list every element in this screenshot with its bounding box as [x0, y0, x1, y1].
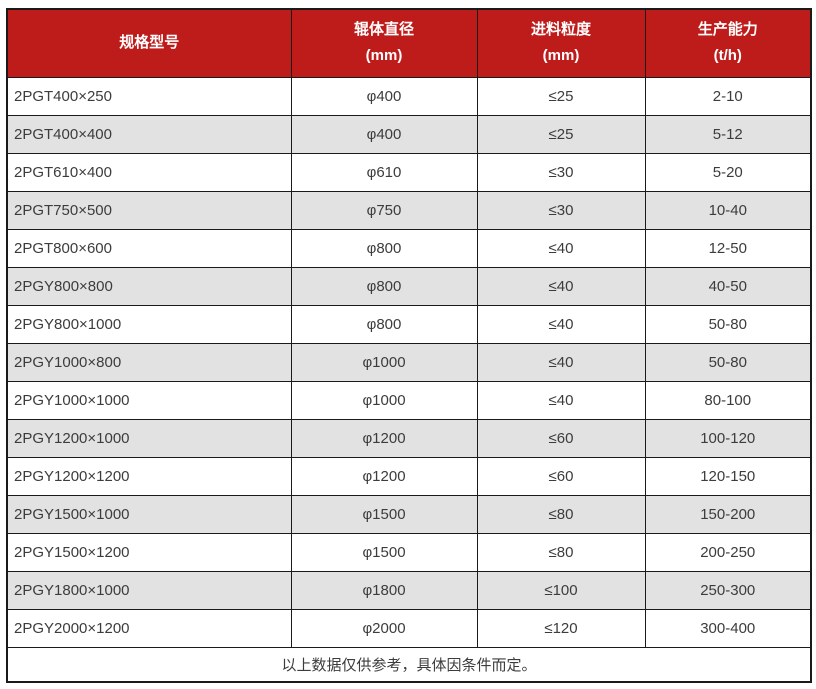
capacity-cell: 250-300	[644, 570, 812, 610]
table-footnote: 以上数据仅供参考，具体因条件而定。	[6, 646, 812, 683]
feed-size-cell: ≤25	[476, 76, 646, 116]
diameter-cell: φ800	[290, 228, 478, 268]
table-row: 2PGY1800×1000 φ1800 ≤100 250-300	[6, 570, 812, 610]
capacity-cell: 300-400	[644, 608, 812, 648]
feed-size-cell: ≤40	[476, 342, 646, 382]
model-cell: 2PGY1000×800	[6, 342, 292, 382]
table-row: 2PGY2000×1200 φ2000 ≤120 300-400	[6, 608, 812, 648]
feed-size-cell: ≤40	[476, 304, 646, 344]
table-row: 2PGT750×500 φ750 ≤30 10-40	[6, 190, 812, 230]
col-header-feed-size-unit: (mm)	[542, 47, 580, 65]
table-row: 2PGY1200×1200 φ1200 ≤60 120-150	[6, 456, 812, 496]
feed-size-cell: ≤120	[476, 608, 646, 648]
diameter-cell: φ400	[290, 114, 478, 154]
table-row: 2PGY1000×800 φ1000 ≤40 50-80	[6, 342, 812, 382]
model-cell: 2PGT400×250	[6, 76, 292, 116]
capacity-cell: 10-40	[644, 190, 812, 230]
capacity-cell: 2-10	[644, 76, 812, 116]
table-row: 2PGY800×800 φ800 ≤40 40-50	[6, 266, 812, 306]
feed-size-cell: ≤80	[476, 494, 646, 534]
feed-size-cell: ≤40	[476, 228, 646, 268]
model-cell: 2PGT750×500	[6, 190, 292, 230]
capacity-cell: 50-80	[644, 342, 812, 382]
col-header-feed-size: 进料粒度 (mm)	[476, 8, 646, 78]
table-row: 2PGY1500×1200 φ1500 ≤80 200-250	[6, 532, 812, 572]
model-cell: 2PGY1200×1200	[6, 456, 292, 496]
capacity-cell: 12-50	[644, 228, 812, 268]
feed-size-cell: ≤100	[476, 570, 646, 610]
diameter-cell: φ2000	[290, 608, 478, 648]
model-cell: 2PGY1000×1000	[6, 380, 292, 420]
header-row: 规格型号 辊体直径 (mm) 进料粒度 (mm) 生产能力 (t/h)	[6, 8, 812, 78]
model-cell: 2PGY1200×1000	[6, 418, 292, 458]
diameter-cell: φ1500	[290, 532, 478, 572]
capacity-cell: 150-200	[644, 494, 812, 534]
spec-table: 规格型号 辊体直径 (mm) 进料粒度 (mm) 生产能力 (t/h) 2PGT…	[6, 8, 812, 683]
diameter-cell: φ610	[290, 152, 478, 192]
col-header-model: 规格型号	[6, 8, 292, 78]
feed-size-cell: ≤80	[476, 532, 646, 572]
model-cell: 2PGY800×1000	[6, 304, 292, 344]
feed-size-cell: ≤60	[476, 418, 646, 458]
table-row: 2PGT800×600 φ800 ≤40 12-50	[6, 228, 812, 268]
capacity-cell: 120-150	[644, 456, 812, 496]
feed-size-cell: ≤25	[476, 114, 646, 154]
feed-size-cell: ≤30	[476, 152, 646, 192]
col-header-capacity: 生产能力 (t/h)	[644, 8, 812, 78]
model-cell: 2PGT800×600	[6, 228, 292, 268]
diameter-cell: φ1200	[290, 456, 478, 496]
diameter-cell: φ800	[290, 304, 478, 344]
table-row: 2PGY1200×1000 φ1200 ≤60 100-120	[6, 418, 812, 458]
table-footer: 以上数据仅供参考，具体因条件而定。	[6, 646, 812, 683]
col-header-diameter-unit: (mm)	[365, 47, 403, 65]
diameter-cell: φ750	[290, 190, 478, 230]
feed-size-cell: ≤40	[476, 266, 646, 306]
col-header-diameter: 辊体直径 (mm)	[290, 8, 478, 78]
col-header-capacity-unit: (t/h)	[713, 47, 742, 65]
model-cell: 2PGT400×400	[6, 114, 292, 154]
table-body: 2PGT400×250 φ400 ≤25 2-10 2PGT400×400 φ400 ≤25…	[6, 76, 812, 648]
table-row: 2PGT400×250 φ400 ≤25 2-10	[6, 76, 812, 116]
model-cell: 2PGY1500×1000	[6, 494, 292, 534]
footnote-row: 以上数据仅供参考，具体因条件而定。	[6, 646, 812, 683]
model-cell: 2PGY2000×1200	[6, 608, 292, 648]
col-header-feed-size-title: 进料粒度	[530, 21, 591, 39]
diameter-cell: φ1200	[290, 418, 478, 458]
feed-size-cell: ≤60	[476, 456, 646, 496]
diameter-cell: φ800	[290, 266, 478, 306]
table-header: 规格型号 辊体直径 (mm) 进料粒度 (mm) 生产能力 (t/h)	[6, 8, 812, 78]
model-cell: 2PGY1800×1000	[6, 570, 292, 610]
diameter-cell: φ1000	[290, 342, 478, 382]
capacity-cell: 40-50	[644, 266, 812, 306]
table-row: 2PGT610×400 φ610 ≤30 5-20	[6, 152, 812, 192]
table-row: 2PGY800×1000 φ800 ≤40 50-80	[6, 304, 812, 344]
col-header-capacity-title: 生产能力	[697, 21, 758, 39]
model-cell: 2PGT610×400	[6, 152, 292, 192]
capacity-cell: 50-80	[644, 304, 812, 344]
table-row: 2PGT400×400 φ400 ≤25 5-12	[6, 114, 812, 154]
diameter-cell: φ1000	[290, 380, 478, 420]
diameter-cell: φ1500	[290, 494, 478, 534]
diameter-cell: φ400	[290, 76, 478, 116]
table-row: 2PGY1000×1000 φ1000 ≤40 80-100	[6, 380, 812, 420]
capacity-cell: 80-100	[644, 380, 812, 420]
capacity-cell: 5-12	[644, 114, 812, 154]
capacity-cell: 100-120	[644, 418, 812, 458]
feed-size-cell: ≤40	[476, 380, 646, 420]
model-cell: 2PGY1500×1200	[6, 532, 292, 572]
capacity-cell: 200-250	[644, 532, 812, 572]
col-header-diameter-title: 辊体直径	[353, 21, 414, 39]
diameter-cell: φ1800	[290, 570, 478, 610]
model-cell: 2PGY800×800	[6, 266, 292, 306]
capacity-cell: 5-20	[644, 152, 812, 192]
feed-size-cell: ≤30	[476, 190, 646, 230]
col-header-model-title: 规格型号	[119, 34, 180, 52]
table-row: 2PGY1500×1000 φ1500 ≤80 150-200	[6, 494, 812, 534]
